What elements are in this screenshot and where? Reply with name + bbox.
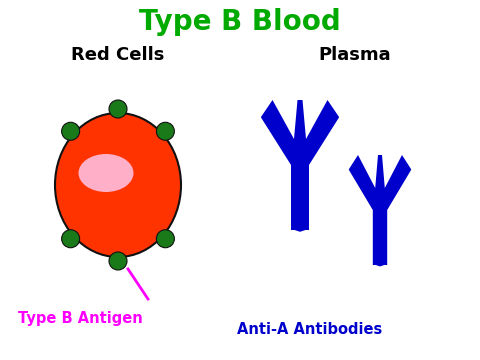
Polygon shape	[340, 155, 358, 183]
Circle shape	[156, 230, 174, 248]
Polygon shape	[402, 155, 420, 183]
Polygon shape	[250, 100, 350, 232]
Text: Type B Antigen: Type B Antigen	[18, 310, 143, 325]
Circle shape	[109, 100, 127, 118]
Circle shape	[109, 252, 127, 270]
Text: Anti-A Antibodies: Anti-A Antibodies	[238, 323, 383, 338]
Polygon shape	[327, 100, 350, 133]
Text: Plasma: Plasma	[319, 46, 391, 64]
Text: Type B Blood: Type B Blood	[139, 8, 341, 36]
Ellipse shape	[55, 113, 181, 257]
Circle shape	[61, 122, 80, 140]
Text: Red Cells: Red Cells	[72, 46, 165, 64]
Polygon shape	[250, 100, 273, 133]
Circle shape	[156, 122, 174, 140]
Circle shape	[61, 230, 80, 248]
Polygon shape	[340, 155, 420, 266]
Ellipse shape	[79, 154, 133, 192]
